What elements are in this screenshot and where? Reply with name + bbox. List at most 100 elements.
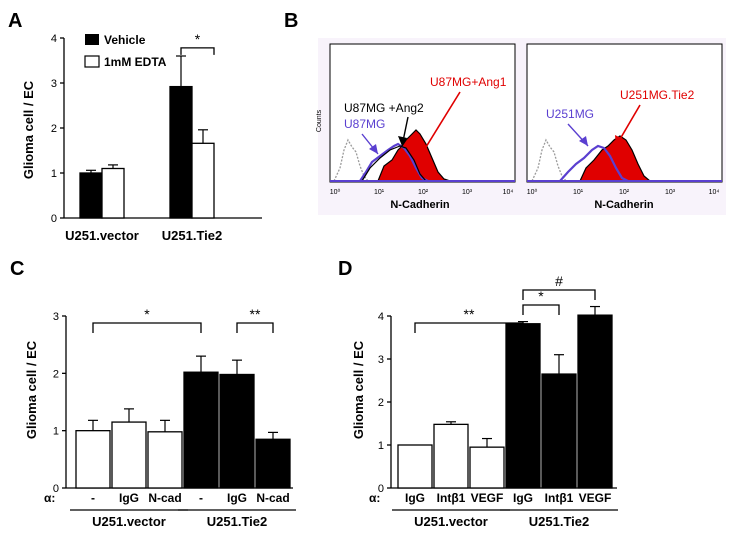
panel-d-category-label-3: IgG [513,491,533,505]
panel-d-significance-bracket-0 [414,322,524,333]
panel-c-bar-0 [75,430,111,489]
panel-d-category-label-1: Intβ1 [437,491,466,505]
panel-d-bar-1 [433,423,469,489]
panel-c-bar-4 [219,373,255,489]
panel-c-category-label-2: N-cad [148,491,181,505]
panel-c-significance-bracket-1-label: ** [250,306,261,322]
histogram-right-tick-1: 10¹ [573,189,584,196]
panel-d-y-tick-label-0: 0 [378,483,384,495]
panel-a-y-tick-label-0: 0 [51,213,57,225]
label-u87mg: U87MG [344,117,385,131]
panel-c-significance-bracket-0-label: * [144,306,150,322]
histogram-right-tick-4: 10⁴ [709,189,720,196]
panel-d-significance-bracket-2 [522,289,596,300]
panel-a-bar-0-1 [101,167,125,219]
panel-d-bar-4 [541,373,577,489]
panel-d-y-tick-label-3: 3 [378,354,384,366]
panel-c-y-tick-label-1: 1 [53,426,59,438]
panel-c-y-axis-label: Glioma cell / EC [24,340,39,439]
panel-c-group-label-1: U251.Tie2 [207,514,267,529]
histogram-right-tie2-curve [579,135,652,182]
panel-d-category-label-5: VEGF [579,491,612,505]
histogram-left-tick-2: 10² [418,189,429,196]
panel-c-category-label-1: IgG [119,491,139,505]
label-u87mg-ang1: U87MG+Ang1 [430,75,507,89]
panel-letter-d: D [338,258,352,280]
histogram-right-tick-0: 10⁰ [527,188,538,196]
panel-a-group-label-0: U251.vector [65,228,139,243]
arrow-u87mg-ang1 [417,91,461,161]
panel-letter-a: A [8,10,22,32]
panel-c-category-label-0: - [91,491,95,505]
panel-a-bar-0-0 [79,172,103,219]
panel-c-y-tick-label-3: 3 [53,311,59,323]
panel-letter-b: B [284,10,298,32]
arrowhead-u87mg [369,144,378,154]
panel-a-y-tick-label-1: 1 [51,168,57,180]
panel-c-category-label-5: N-cad [256,491,289,505]
histogram-left-tick-4: 10⁴ [503,189,514,196]
panel-letter-c: C [10,258,24,280]
panel-a-significance-bracket-label: * [195,31,201,47]
label-u251mg-tie2: U251MG.Tie2 [620,88,695,102]
panel-c-category-label-4: IgG [227,491,247,505]
histogram-left-u87mg-curve [359,142,429,182]
panel-a-significance-bracket [180,47,215,55]
legend-swatch-vehicle [85,34,99,45]
panel-a-bar-1-0 [169,85,193,219]
arrowhead-u251mg [579,136,588,146]
panel-d-category-label-4: Intβ1 [545,491,574,505]
histogram-right-tick-2: 10² [619,189,630,196]
panel-d-y-axis-label: Glioma cell / EC [351,340,366,439]
panel-d-y-tick-label-2: 2 [378,397,384,409]
panel-c-bar-2 [147,431,183,489]
panel-a-y-tick-label-2: 2 [51,123,57,135]
histogram-left-y-label: Counts [316,109,323,132]
panel-b-flow-histograms: Counts U87MG+Ang1 U87MG +Ang2 U87MG 10⁰ … [316,38,726,215]
histogram-right-u251mg-curve [559,144,629,182]
panel-d-group-label-1: U251.Tie2 [529,514,589,529]
panel-a-group-label-1: U251.Tie2 [162,228,222,243]
legend-swatch-edta [84,55,100,68]
panel-d-group-label-0: U251.vector [414,514,488,529]
panel-d-significance-bracket-0-label: ** [464,306,475,322]
histogram-right-x-label: N-Cadherin [594,199,654,211]
histogram-left-tick-3: 10³ [462,189,473,196]
panel-c-category-label-3: - [199,491,203,505]
panel-c-significance-bracket-1 [236,322,274,333]
panel-d-y-tick-label-4: 4 [378,311,384,323]
panel-c-bar-1 [111,421,147,489]
panel-d-category-label-2: VEGF [471,491,504,505]
panel-a-y-tick-label-3: 3 [51,78,57,90]
histogram-left-ang1-curve [377,129,451,182]
panel-d-bar-0 [397,444,433,489]
histogram-left-tick-1: 10¹ [374,189,385,196]
panel-c-y-tick-label-2: 2 [53,368,59,380]
arrowhead-u87mg-ang2 [398,136,407,146]
arrowhead-u87mg-ang1 [416,149,425,160]
panel-d-bar-5 [577,314,613,489]
panel-c-alpha-label: α: [44,491,55,505]
panel-c-bar-5 [255,438,291,489]
panel-c-y-tick-label-0: 0 [53,483,59,495]
panel-d-alpha-label: α: [369,491,380,505]
panel-d-significance-bracket-1-label: * [538,288,544,304]
panel-d-significance-bracket-2-label: # [555,273,563,289]
histogram-left-tick-0: 10⁰ [330,188,341,196]
panel-c-bar-3 [183,371,219,489]
panel-d-bar-3 [505,323,541,489]
histogram-left-ang2-curve [361,145,427,182]
panel-d-bar-chart: Glioma cell / EC α: 0 1 2 3 4 IgG Intβ1 VEGF IgG… [351,273,618,529]
legend-label-vehicle: Vehicle [104,33,146,47]
panel-d-category-label-0: IgG [405,491,425,505]
panel-c-significance-bracket-0 [92,322,202,333]
panel-d-y-tick-label-1: 1 [378,440,384,452]
panel-c-bar-chart: Glioma cell / EC α: 0 1 2 3 - IgG N-cad - IgG N-c… [24,306,296,529]
panel-a-y-axis-label: Glioma cell / EC [21,80,36,179]
panel-a-bar-1-1 [191,142,215,219]
panel-a-y-tick-label-4: 4 [51,33,57,45]
label-u251mg: U251MG [546,107,594,121]
label-u87mg-ang2: U87MG +Ang2 [344,101,424,115]
panel-c-group-label-0: U251.vector [92,514,166,529]
